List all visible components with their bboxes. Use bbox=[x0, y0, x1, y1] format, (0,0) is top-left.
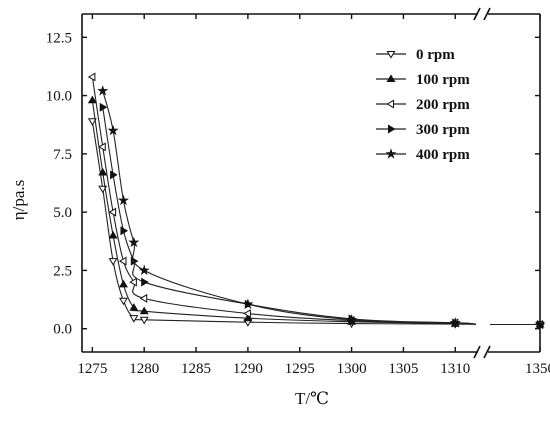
axis-break-mark bbox=[473, 7, 481, 21]
data-point bbox=[118, 297, 128, 306]
legend-marker bbox=[387, 124, 396, 134]
x-tick-label: 1310 bbox=[440, 361, 470, 377]
data-point bbox=[242, 298, 254, 309]
data-point bbox=[534, 318, 546, 330]
legend-label: 300 rpm bbox=[416, 122, 470, 138]
data-point bbox=[141, 277, 149, 287]
data-point bbox=[117, 194, 129, 206]
data-point bbox=[98, 167, 108, 176]
y-tick-label: 12.5 bbox=[46, 30, 72, 46]
x-tick-label: 1280 bbox=[129, 361, 159, 377]
legend-marker bbox=[386, 50, 396, 59]
data-point bbox=[97, 85, 109, 96]
data-point bbox=[129, 277, 137, 287]
x-tick-label: 1295 bbox=[285, 361, 315, 377]
data-point bbox=[108, 207, 117, 217]
axis-break-mark bbox=[473, 345, 481, 359]
x-tick-label: 1305 bbox=[388, 361, 418, 377]
y-tick-label: 10.0 bbox=[46, 89, 72, 105]
y-tick-label: 5.0 bbox=[53, 205, 72, 221]
y-tick-label: 2.5 bbox=[53, 263, 72, 279]
data-point bbox=[138, 264, 150, 276]
series-4 bbox=[97, 85, 546, 330]
data-point bbox=[139, 316, 149, 325]
data-point bbox=[87, 118, 97, 126]
data-point bbox=[243, 313, 253, 322]
data-point bbox=[128, 236, 140, 248]
legend-marker bbox=[385, 148, 397, 159]
legend-label: 100 rpm bbox=[416, 72, 470, 88]
series-line bbox=[102, 107, 477, 325]
series-layer bbox=[87, 72, 546, 330]
data-point bbox=[120, 226, 129, 236]
legend-item: 0 rpm bbox=[376, 47, 455, 63]
data-point bbox=[129, 315, 139, 323]
legend-label: 0 rpm bbox=[416, 47, 455, 63]
x-axis-title: T/℃ bbox=[295, 389, 329, 408]
x-tick-label: 1300 bbox=[337, 361, 367, 377]
legend-marker bbox=[386, 99, 395, 109]
legend-label: 200 rpm bbox=[416, 97, 470, 113]
data-point bbox=[243, 309, 251, 319]
legend-item: 400 rpm bbox=[376, 147, 470, 163]
series-line bbox=[91, 121, 477, 325]
data-point bbox=[139, 306, 149, 315]
data-point bbox=[118, 256, 127, 266]
y-tick-label: 7.5 bbox=[53, 147, 72, 163]
x-tick-label: 1285 bbox=[181, 361, 211, 377]
data-point bbox=[87, 95, 97, 104]
legend-label: 400 rpm bbox=[416, 147, 470, 163]
data-point bbox=[87, 72, 96, 82]
legend-item: 200 rpm bbox=[376, 97, 470, 113]
axis-break-mark bbox=[483, 345, 491, 359]
data-point bbox=[98, 185, 108, 194]
series-1 bbox=[87, 95, 545, 328]
series-2 bbox=[87, 72, 544, 329]
data-point bbox=[346, 314, 358, 325]
data-point bbox=[139, 293, 148, 303]
series-0 bbox=[87, 118, 545, 330]
x-tick-label: 1290 bbox=[233, 361, 263, 377]
data-point bbox=[118, 279, 128, 288]
data-point bbox=[110, 170, 118, 180]
axis-break-mark bbox=[483, 7, 491, 21]
y-axis-title: η/pa.s bbox=[9, 180, 28, 221]
x-tick-label: 1275 bbox=[77, 361, 107, 377]
series-line bbox=[91, 76, 477, 325]
data-point bbox=[449, 317, 461, 328]
data-point bbox=[108, 230, 118, 239]
legend-item: 300 rpm bbox=[376, 122, 470, 138]
data-point bbox=[99, 102, 108, 112]
series-3 bbox=[99, 102, 545, 329]
legend-marker bbox=[386, 74, 396, 83]
data-point bbox=[108, 258, 118, 266]
legend-item: 100 rpm bbox=[376, 72, 470, 88]
data-point bbox=[107, 124, 119, 136]
y-tick-label: 0.0 bbox=[53, 322, 72, 338]
data-point bbox=[129, 303, 139, 311]
data-point bbox=[98, 142, 106, 152]
series-line bbox=[102, 90, 477, 325]
legend: 0 rpm 100 rpm 200 rpm 300 rpm 400 rpm bbox=[376, 47, 470, 163]
